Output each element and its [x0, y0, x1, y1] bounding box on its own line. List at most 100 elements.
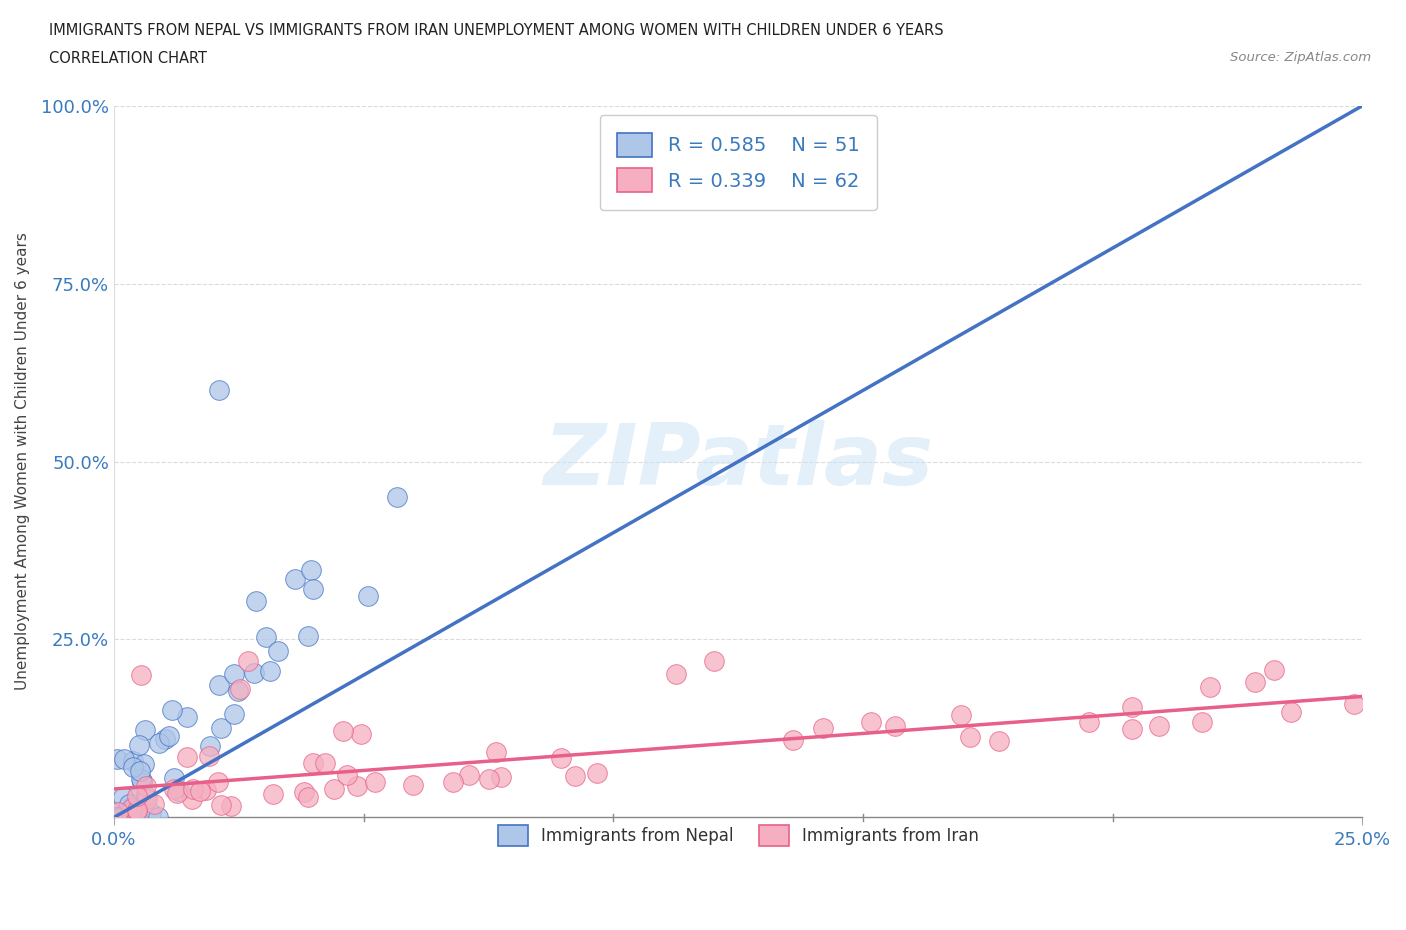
Point — [129, 764, 152, 778]
Point — [112, 790, 135, 804]
Point — [703, 654, 725, 669]
Point — [198, 738, 221, 753]
Point — [1279, 705, 1302, 720]
Point — [332, 724, 354, 738]
Point — [1121, 722, 1143, 737]
Point — [1263, 662, 1285, 677]
Point — [132, 757, 155, 772]
Point — [112, 810, 135, 825]
Point — [134, 723, 156, 737]
Point — [195, 782, 218, 797]
Point — [222, 706, 245, 721]
Point — [135, 789, 157, 804]
Point — [1198, 680, 1220, 695]
Point — [564, 768, 586, 783]
Point — [259, 663, 281, 678]
Point — [1191, 714, 1213, 729]
Point — [135, 791, 157, 806]
Point — [987, 734, 1010, 749]
Point — [208, 383, 231, 398]
Point — [131, 668, 153, 683]
Point — [207, 775, 229, 790]
Point — [163, 771, 186, 786]
Point — [959, 729, 981, 744]
Point — [297, 629, 319, 644]
Point — [209, 720, 232, 735]
Point — [665, 666, 688, 681]
Point — [163, 782, 186, 797]
Point — [357, 588, 380, 603]
Point — [254, 630, 277, 644]
Point — [550, 751, 572, 765]
Point — [104, 810, 127, 825]
Point — [243, 666, 266, 681]
Point — [262, 786, 284, 801]
Text: IMMIGRANTS FROM NEPAL VS IMMIGRANTS FROM IRAN UNEMPLOYMENT AMONG WOMEN WITH CHIL: IMMIGRANTS FROM NEPAL VS IMMIGRANTS FROM… — [49, 23, 943, 38]
Point — [125, 789, 148, 804]
Point — [131, 774, 153, 789]
Point — [157, 729, 180, 744]
Point — [112, 751, 135, 766]
Point — [949, 708, 972, 723]
Point — [1121, 699, 1143, 714]
Point — [162, 702, 184, 717]
Point — [478, 772, 501, 787]
Point — [107, 804, 129, 819]
Point — [245, 594, 267, 609]
Point — [219, 798, 242, 813]
Point — [118, 796, 141, 811]
Point — [121, 759, 143, 774]
Point — [121, 800, 143, 815]
Point — [323, 781, 346, 796]
Point — [105, 804, 128, 819]
Point — [443, 775, 465, 790]
Point — [284, 572, 307, 587]
Point — [180, 791, 202, 806]
Point — [181, 782, 204, 797]
Point — [117, 805, 139, 820]
Point — [336, 767, 359, 782]
Legend: Immigrants from Nepal, Immigrants from Iran: Immigrants from Nepal, Immigrants from I… — [484, 812, 993, 859]
Point — [155, 732, 177, 747]
Point — [120, 804, 142, 819]
Point — [314, 755, 336, 770]
Point — [458, 768, 481, 783]
Point — [148, 736, 170, 751]
Point — [301, 581, 323, 596]
Point — [105, 810, 128, 825]
Y-axis label: Unemployment Among Women with Children Under 6 years: Unemployment Among Women with Children U… — [15, 232, 30, 690]
Point — [146, 810, 169, 825]
Point — [122, 753, 145, 768]
Point — [190, 784, 212, 799]
Point — [121, 801, 143, 816]
Point — [131, 775, 153, 790]
Point — [238, 654, 260, 669]
Point — [208, 677, 231, 692]
Point — [402, 777, 425, 792]
Point — [105, 752, 128, 767]
Point — [176, 710, 198, 724]
Point — [346, 779, 368, 794]
Point — [224, 667, 246, 682]
Point — [209, 797, 232, 812]
Point — [485, 744, 508, 759]
Point — [127, 803, 149, 817]
Point — [226, 684, 249, 698]
Point — [364, 775, 387, 790]
Point — [350, 726, 373, 741]
Point — [299, 563, 322, 578]
Point — [811, 720, 834, 735]
Text: Source: ZipAtlas.com: Source: ZipAtlas.com — [1230, 51, 1371, 64]
Point — [782, 733, 804, 748]
Point — [198, 749, 221, 764]
Point — [125, 810, 148, 825]
Point — [166, 785, 188, 800]
Point — [135, 778, 157, 793]
Point — [302, 755, 325, 770]
Point — [387, 490, 409, 505]
Point — [1077, 714, 1099, 729]
Point — [883, 719, 905, 734]
Point — [860, 714, 883, 729]
Point — [229, 682, 252, 697]
Point — [1343, 697, 1365, 711]
